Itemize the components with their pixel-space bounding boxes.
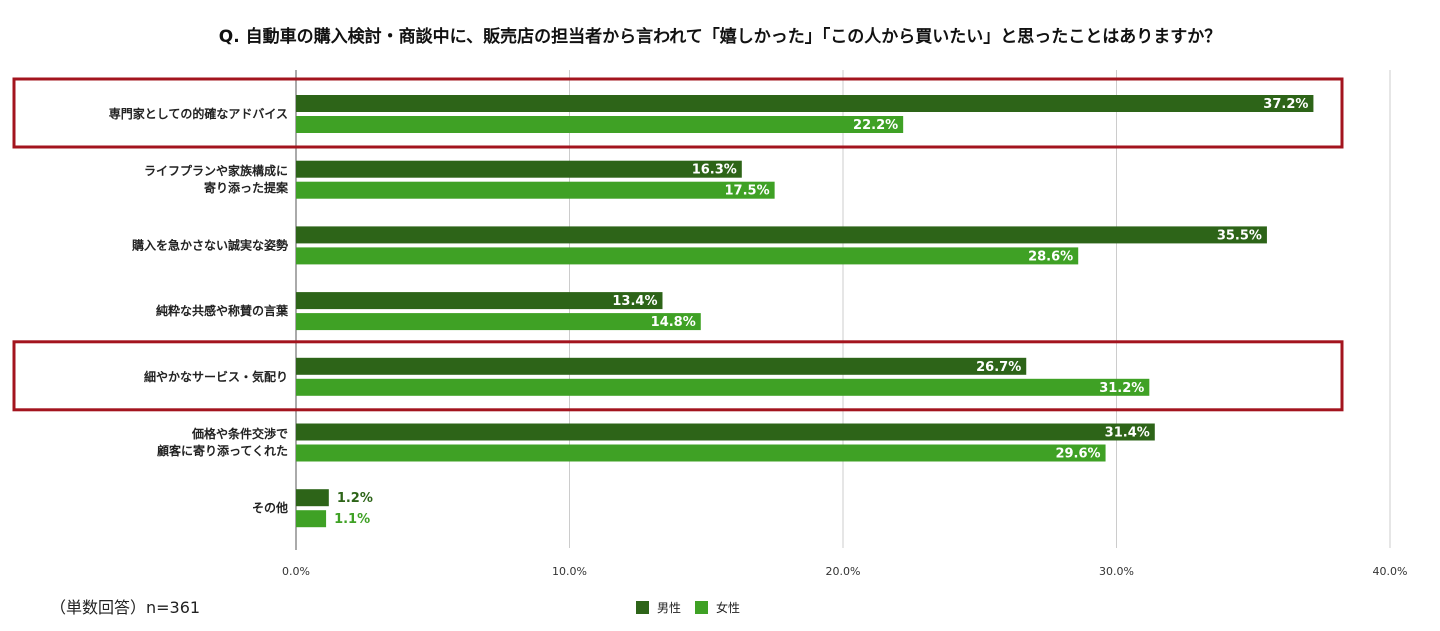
bar-male [296,95,1314,112]
data-label: 31.4% [1105,426,1150,441]
x-tick-label: 0.0% [282,565,310,578]
highlight-box [12,77,1344,149]
data-label: 31.2% [1099,381,1144,396]
x-tick-label: 40.0% [1373,565,1408,578]
bar-female [296,313,701,331]
data-label: 26.7% [976,360,1021,375]
x-tick-label: 10.0% [552,565,587,578]
legend-label: 男性 [657,601,682,615]
x-tick-label: 30.0% [1099,565,1134,578]
legend-item-female: 女性 [695,599,740,616]
data-label: 17.5% [725,184,770,199]
bar-male [296,489,329,507]
data-label: 16.3% [692,163,737,178]
category-label: 寄り添った提案 [204,180,289,195]
bar-male [296,357,1027,375]
legend-swatch [695,601,709,614]
bar-female [296,116,904,133]
category-label: 価格や条件交渉で [191,426,288,441]
data-label: 29.6% [1055,447,1100,462]
data-label: 22.2% [853,118,898,133]
bar-female [296,247,1079,265]
sample-note: （単数回答）n=361 [50,598,201,617]
bar-female [296,510,327,528]
category-label: 専門家としての的確なアドバイス [109,106,288,121]
data-label: 1.1% [334,512,370,527]
data-label: 1.2% [337,491,373,506]
bar-male [296,160,742,178]
legend: 男性 女性 [636,599,740,616]
x-tick-label: 20.0% [826,565,861,578]
data-label: 35.5% [1217,228,1262,243]
data-label: 37.2% [1263,97,1308,112]
data-label: 28.6% [1028,249,1073,264]
bar-male [296,423,1155,441]
category-label: 純粋な共感や称賛の言葉 [156,303,289,318]
category-label: ライフプランや家族構成に [144,163,288,178]
data-label: 14.8% [651,315,696,330]
bar-female [296,444,1106,462]
category-label: その他 [252,500,288,515]
category-label: 顧客に寄り添ってくれた [157,443,288,458]
legend-item-male: 男性 [636,599,681,616]
bar-female [296,378,1150,396]
bar-female [296,181,775,199]
bar-male [296,226,1267,244]
category-label: 購入を急かさない誠実な姿勢 [131,237,288,252]
data-label: 13.4% [612,294,657,309]
chart-title: Q. 自動車の購入検討・商談中に、販売店の担当者から言われて「嬉しかった」「この… [218,27,1222,47]
category-label: 細やかなサービス・気配り [144,369,288,384]
legend-swatch [636,601,649,614]
highlight-box [12,340,1344,412]
bar-male [296,292,663,310]
legend-label: 女性 [716,601,741,615]
